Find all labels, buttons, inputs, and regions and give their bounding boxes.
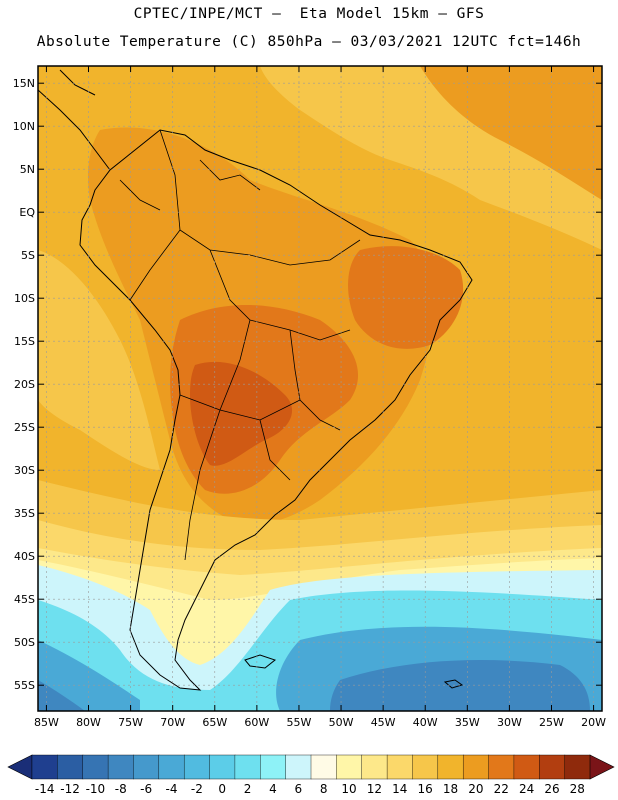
colorbar-swatch: [158, 754, 185, 780]
colorbar-swatch: [564, 754, 591, 780]
colorbar-swatch: [361, 754, 388, 780]
colorbar-label: -12: [60, 782, 80, 796]
lat-label: 10N: [13, 120, 35, 133]
colorbar-swatch: [513, 754, 540, 780]
lon-label: 85W: [34, 716, 59, 729]
colorbar-swatch: [234, 754, 261, 780]
colorbar-swatch: [107, 754, 134, 780]
colorbar-label: 2: [244, 782, 252, 796]
lat-label: 55S: [14, 679, 35, 692]
colorbar-label: 14: [392, 782, 407, 796]
lon-label: 60W: [244, 716, 269, 729]
field-northeast-hot: [348, 246, 464, 349]
lat-label: 35S: [14, 507, 35, 520]
temperature-field: [38, 66, 602, 711]
latitude-axis: 15N 10N 5N EQ 5S 10S 15S 20S 25S 30S 35S 40S 45S 50S 5…: [13, 77, 602, 692]
lat-label: 5S: [21, 249, 35, 262]
lat-label: 15N: [13, 77, 35, 90]
lat-label: 5N: [20, 163, 35, 176]
title-line-2: Absolute Temperature (C) 850hPa – 03/03/…: [36, 34, 582, 50]
colorbar-end-left: [7, 754, 33, 780]
colorbar-swatch: [209, 754, 236, 780]
south-america-coastline: [79, 129, 473, 691]
colorbar-swatch: [488, 754, 515, 780]
colorbar-label: 24: [519, 782, 534, 796]
field-north-hot-band: [420, 66, 602, 200]
lat-label: 10S: [14, 292, 35, 305]
colorbar-label: -4: [166, 782, 178, 796]
lon-label: 65W: [202, 716, 227, 729]
colorbar-label: 20: [468, 782, 483, 796]
colorbar-label: 4: [269, 782, 277, 796]
colorbar-label: 28: [570, 782, 585, 796]
lon-label: 70W: [160, 716, 185, 729]
colorbar-swatch: [82, 754, 109, 780]
lat-label: 30S: [14, 464, 35, 477]
lat-label: 20S: [14, 378, 35, 391]
lat-label: 50S: [14, 636, 35, 649]
lon-label: 30W: [497, 716, 522, 729]
colorbar-swatch: [539, 754, 566, 780]
colorbar-label: -10: [86, 782, 106, 796]
colorbar-label: 0: [218, 782, 226, 796]
colorbar-swatch: [462, 754, 490, 780]
country-borders: [119, 129, 361, 561]
lat-label: 15S: [14, 335, 35, 348]
lon-label: 25W: [539, 716, 564, 729]
colorbar-swatch: [310, 754, 337, 780]
lon-label: 35W: [455, 716, 480, 729]
colorbar-swatch: [386, 754, 413, 780]
colorbar-labels: -14 -12 -10 -8 -6 -4 -2 0 2 4 6 8 10 12 14 16 18 20 22 24 26…: [35, 782, 585, 796]
lat-label: 45S: [14, 593, 35, 606]
lon-label: 75W: [118, 716, 143, 729]
grid-lines: [38, 66, 602, 711]
lat-label: EQ: [19, 206, 35, 219]
colorbar-swatch: [183, 754, 211, 780]
lon-label: 20W: [581, 716, 606, 729]
colorbar-label: 16: [417, 782, 432, 796]
south-georgia-island: [443, 679, 464, 689]
colorbar: [7, 754, 615, 780]
title-line-1: CPTEC/INPE/MCT – Eta Model 15km – GFS: [133, 6, 485, 22]
colorbar-swatch: [412, 754, 439, 780]
colorbar-end-right: [589, 754, 615, 780]
colorbar-label: -6: [140, 782, 152, 796]
colorbar-swatch: [31, 754, 58, 780]
colorbar-swatch: [133, 754, 160, 780]
colorbar-label: -2: [191, 782, 203, 796]
colorbar-swatch: [260, 754, 287, 780]
lon-label: 80W: [76, 716, 101, 729]
colorbar-label: 12: [367, 782, 382, 796]
map-frame: [37, 65, 603, 712]
colorbar-label: 8: [320, 782, 328, 796]
colorbar-label: -8: [115, 782, 127, 796]
colorbar-label: 10: [341, 782, 356, 796]
colorbar-label: 26: [544, 782, 559, 796]
colorbar-swatch: [336, 754, 363, 780]
longitude-axis: 85W 80W 75W 70W 65W 60W 55W 50W 45W 40W 35W 30W 25W 2…: [34, 66, 606, 729]
colorbar-label: -14: [35, 782, 55, 796]
colorbar-swatch: [57, 754, 84, 780]
colorbar-swatch: [437, 754, 464, 780]
lat-label: 40S: [14, 550, 35, 563]
lon-label: 55W: [287, 716, 312, 729]
field-continent-hottest: [190, 361, 293, 466]
colorbar-label: 22: [494, 782, 509, 796]
colorbar-label: 6: [294, 782, 302, 796]
colorbar-label: 18: [443, 782, 458, 796]
falklands-island: [244, 654, 277, 669]
lat-label: 25S: [14, 421, 35, 434]
lon-label: 40W: [413, 716, 438, 729]
lon-label: 45W: [371, 716, 396, 729]
lon-label: 50W: [329, 716, 354, 729]
field-south-deep: [38, 660, 590, 711]
field-pacific-mild: [38, 250, 160, 470]
colorbar-swatch: [285, 754, 312, 780]
